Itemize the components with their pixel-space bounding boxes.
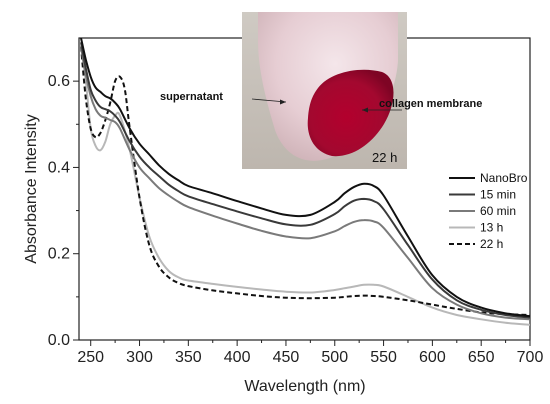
legend: NanoBro 15 min 60 min 13 h 22 h xyxy=(449,171,528,251)
x-tick-label: 400 xyxy=(224,349,251,366)
x-tick-label: 550 xyxy=(370,349,397,366)
x-tick-label: 650 xyxy=(468,349,495,366)
inset-photo: supernatant collagen membrane 22 h xyxy=(160,12,482,169)
series-lines xyxy=(80,38,530,326)
legend-label: 22 h xyxy=(480,237,503,251)
series-line-nanobro xyxy=(80,38,530,318)
x-axis-title: Wavelength (nm) xyxy=(244,378,365,395)
legend-label: 13 h xyxy=(480,221,503,235)
x-tick-label: 600 xyxy=(419,349,446,366)
supernatant-arrowhead xyxy=(280,99,286,105)
y-tick-label: 0.6 xyxy=(48,73,70,90)
x-tick-label: 450 xyxy=(273,349,300,366)
series-line-15-min xyxy=(80,42,530,319)
series-line-60-min xyxy=(80,46,530,321)
membrane-arrowhead xyxy=(362,107,368,113)
inset-time-label: 22 h xyxy=(372,150,397,165)
legend-label: 15 min xyxy=(480,188,516,202)
x-tick-label: 350 xyxy=(175,349,202,366)
annotation-supernatant: supernatant xyxy=(160,91,223,103)
x-tick-label: 300 xyxy=(126,349,153,366)
x-tick-label: 500 xyxy=(321,349,348,366)
y-tick-label: 0.2 xyxy=(48,246,70,263)
x-tick-label: 250 xyxy=(77,349,104,366)
y-axis-title: Absorbance Intensity xyxy=(23,114,40,263)
series-line-22-h xyxy=(80,46,530,316)
annotation-collagen-membrane: collagen membrane xyxy=(379,98,482,110)
x-tick-label: 700 xyxy=(517,349,544,366)
collagen-membrane-shape xyxy=(307,69,394,157)
y-tick-label: 0.0 xyxy=(48,332,70,349)
legend-label: NanoBro xyxy=(480,171,528,185)
series-line-13-h xyxy=(80,46,530,326)
legend-label: 60 min xyxy=(480,204,516,218)
axis-ticks: 250 300 350 400 450 500 550 600 650 700 0.0 0.2 0.4 0… xyxy=(48,73,544,366)
y-tick-label: 0.4 xyxy=(48,159,70,176)
